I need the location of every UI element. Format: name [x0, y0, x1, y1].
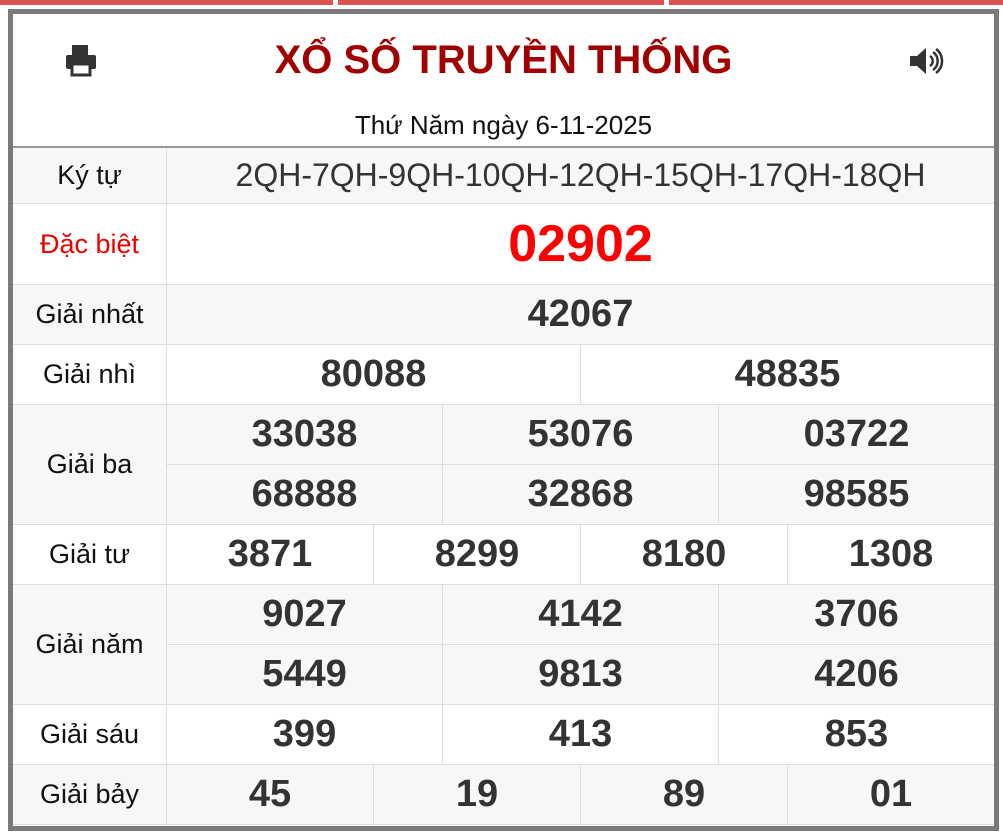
prize-subrow: 42067 [167, 285, 994, 344]
prize-subrow: 2QH-7QH-9QH-10QH-12QH-15QH-17QH-18QH [167, 148, 994, 203]
header: XỔ SỐ TRUYỀN THỐNG Thứ Năm ngày 6-11-202… [13, 14, 994, 148]
prize-label: Giải nhì [13, 345, 167, 404]
prize-number: 399 [272, 713, 337, 755]
prize-subrow: 5449 9813 4206 [167, 644, 994, 704]
prize-number: 32868 [442, 465, 718, 524]
prize-label: Giải nhất [13, 285, 167, 344]
prize-label: Giải sáu [13, 705, 167, 764]
prize-number: 03722 [718, 405, 994, 464]
draw-date: Thứ Năm ngày 6-11-2025 [354, 110, 653, 140]
prize-number: 98585 [718, 465, 994, 524]
nav-tab-3[interactable] [669, 0, 1003, 5]
prize-number: 1308 [787, 525, 994, 584]
prize-number: 01 [787, 765, 994, 824]
prize-number: 8180 [580, 525, 787, 584]
prize-subrow: 80088 48835 [167, 345, 994, 404]
prize-label: Ký tự [13, 148, 167, 203]
prize-number: 33038 [251, 413, 358, 455]
prize-number: 89 [580, 765, 787, 824]
results-panel: XỔ SỐ TRUYỀN THỐNG Thứ Năm ngày 6-11-202… [8, 9, 999, 831]
nav-tab-1[interactable] [0, 0, 333, 5]
prize-label: Đặc biệt [13, 204, 167, 284]
row-giai-nhi: Giải nhì 80088 48835 [13, 345, 994, 405]
prize-label: Giải ba [13, 405, 167, 524]
prize-number: 19 [373, 765, 580, 824]
volume-icon[interactable] [908, 46, 944, 76]
row-giai-sau: Giải sáu 399 413 853 [13, 705, 994, 765]
results-table: Ký tự 2QH-7QH-9QH-10QH-12QH-15QH-17QH-18Q… [13, 148, 994, 825]
row-giai-nhat: Giải nhất 42067 [13, 285, 994, 345]
row-ky-tu: Ký tự 2QH-7QH-9QH-10QH-12QH-15QH-17QH-18Q… [13, 148, 994, 204]
prize-number: 413 [442, 705, 718, 764]
prize-number: 853 [718, 705, 994, 764]
prize-number: 5449 [262, 653, 347, 695]
print-icon[interactable] [63, 42, 99, 78]
prize-number: 3871 [227, 533, 313, 575]
prize-number: 4142 [442, 585, 718, 644]
prize-subrow: 45 19 89 01 [167, 765, 994, 824]
prize-subrow: 68888 32868 98585 [167, 464, 994, 524]
prize-number: 02902 [508, 215, 653, 273]
ticket-codes: 2QH-7QH-9QH-10QH-12QH-15QH-17QH-18QH [235, 157, 926, 193]
page-title: XỔ SỐ TRUYỀN THỐNG [274, 38, 733, 82]
prize-number: 3706 [718, 585, 994, 644]
prize-subrow: 33038 53076 03722 [167, 405, 994, 464]
prize-number: 4206 [718, 645, 994, 704]
nav-tab-2[interactable] [338, 0, 664, 5]
row-giai-tu: Giải tư 3871 8299 8180 1308 [13, 525, 994, 585]
prize-number: 9813 [442, 645, 718, 704]
prize-subrow: 399 413 853 [167, 705, 994, 764]
prize-label: Giải tư [13, 525, 167, 584]
prize-label: Giải năm [13, 585, 167, 704]
prize-number: 53076 [442, 405, 718, 464]
prize-number: 80088 [320, 353, 427, 395]
prize-number: 8299 [373, 525, 580, 584]
prize-number: 48835 [580, 345, 994, 404]
prize-number: 9027 [262, 593, 347, 635]
prize-number: 45 [248, 773, 292, 815]
prize-subrow: 9027 4142 3706 [167, 585, 994, 644]
prize-subrow: 02902 [167, 204, 994, 284]
prize-number: 68888 [251, 473, 358, 515]
row-giai-ba: Giải ba 33038 53076 03722 68888 32868 98585 [13, 405, 994, 525]
row-dac-biet: Đặc biệt 02902 [13, 204, 994, 285]
prize-label: Giải bảy [13, 765, 167, 824]
row-giai-bay: Giải bảy 45 19 89 01 [13, 765, 994, 825]
prize-subrow: 3871 8299 8180 1308 [167, 525, 994, 584]
row-giai-nam: Giải năm 9027 4142 3706 5449 9813 4206 [13, 585, 994, 705]
prize-number: 42067 [527, 293, 634, 335]
